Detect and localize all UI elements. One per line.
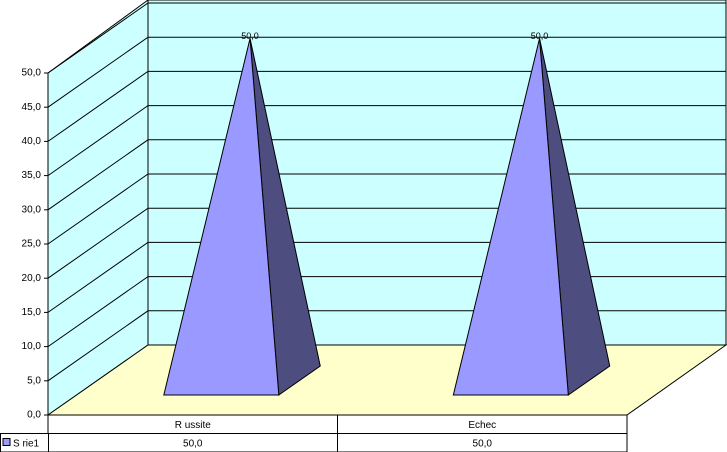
pyramid: [163, 38, 321, 396]
x-tick-label: R ussite: [175, 420, 212, 431]
y-tick-label: 50,0: [22, 68, 42, 79]
y-tick-label: 20,0: [22, 273, 42, 284]
y-tick-label: 30,0: [22, 204, 42, 215]
y-tick-label: 45,0: [22, 102, 42, 113]
legend-swatch: [2, 438, 11, 446]
pyramid-front: [163, 38, 280, 396]
y-tick-label: 0,0: [27, 410, 41, 421]
y-tick-label: 10,0: [22, 341, 42, 352]
y-tick-label: 40,0: [22, 136, 42, 147]
y-tick-label: 5,0: [27, 375, 41, 386]
y-tick-label: 25,0: [22, 239, 42, 250]
table-value: 50,0: [183, 438, 203, 449]
grid-line: [47, 2, 726, 74]
pyramid-front: [452, 38, 569, 396]
table-legend-border: [0, 433, 49, 452]
table-value: 50,0: [473, 438, 493, 449]
pyramid: [452, 38, 611, 396]
legend-label: S rie1: [13, 438, 40, 449]
data-label: 50,0: [241, 31, 259, 41]
y-tick-label: 35,0: [22, 170, 42, 181]
grid-line: [47, 36, 726, 108]
floor: [46, 344, 727, 416]
x-tick-label: Echec: [468, 420, 496, 431]
data-label: 50,0: [531, 31, 549, 41]
data-table: R ussite Echec S rie1 50,0 50,0: [0, 414, 628, 452]
y-tick-label: 15,0: [22, 307, 42, 318]
plot: 50,0 50,0: [163, 31, 611, 396]
